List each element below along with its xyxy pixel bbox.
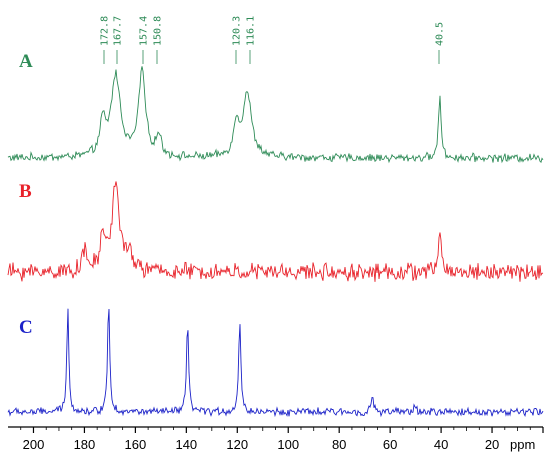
x-tick-label: 200: [23, 437, 45, 452]
peak-label: 150.8: [153, 16, 164, 46]
trace-label-b: B: [19, 181, 32, 202]
x-tick-label: 160: [125, 437, 147, 452]
peak-labels: 172.8 167.7 157.4 150.8 120.3 116.1 40.5: [100, 16, 446, 64]
x-tick-label: 180: [74, 437, 96, 452]
x-tick-label: 140: [175, 437, 197, 452]
peak-label: 120.3: [232, 16, 243, 46]
x-tick-label: 80: [332, 437, 346, 452]
peak-label: 172.8: [100, 16, 111, 46]
x-tick-label: 40: [434, 437, 448, 452]
trace-b: [7, 181, 544, 282]
trace-c: [7, 308, 544, 418]
x-tick-label: 120: [226, 437, 248, 452]
peak-label: 167.7: [113, 16, 124, 46]
x-tick-label: 20: [485, 437, 499, 452]
trace-labels: A B C: [19, 51, 33, 338]
spectrum-traces: [7, 66, 544, 418]
trace-label-c: C: [19, 317, 33, 338]
trace-label-a: A: [19, 51, 33, 72]
peak-label: 116.1: [246, 16, 257, 46]
peak-label: 157.4: [139, 16, 150, 46]
x-tick-label: 60: [383, 437, 397, 452]
x-tick-label: 100: [277, 437, 299, 452]
peak-label: 40.5: [435, 22, 446, 46]
trace-a: [7, 66, 544, 164]
x-axis-label: ppm: [510, 437, 535, 452]
x-axis: 200 180 160 140 120 100 80 60 40 20: [8, 426, 544, 452]
